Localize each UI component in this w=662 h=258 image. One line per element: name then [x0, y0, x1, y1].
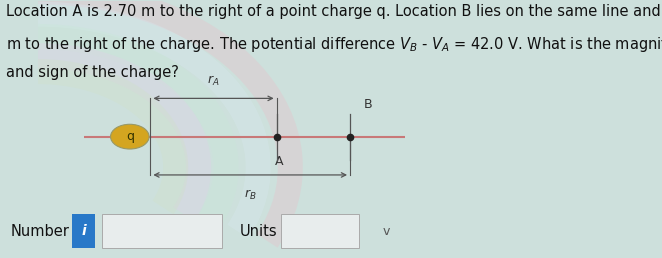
FancyBboxPatch shape — [103, 214, 222, 248]
Text: Units: Units — [240, 224, 277, 239]
Text: A: A — [275, 155, 283, 167]
Text: $r_B$: $r_B$ — [244, 188, 256, 202]
Text: q: q — [126, 130, 134, 143]
FancyBboxPatch shape — [281, 214, 359, 248]
Text: i: i — [81, 224, 86, 238]
Text: m to the right of the charge. The potential difference $V_B$ - $V_A$ = 42.0 V. W: m to the right of the charge. The potent… — [6, 35, 662, 54]
Text: B: B — [364, 98, 373, 111]
Text: and sign of the charge?: and sign of the charge? — [6, 65, 179, 80]
Text: $r_A$: $r_A$ — [207, 74, 220, 88]
Ellipse shape — [111, 124, 149, 149]
Text: Location A is 2.70 m to the right of a point charge q. Location B lies on the sa: Location A is 2.70 m to the right of a p… — [6, 4, 662, 19]
Text: Number: Number — [11, 224, 70, 239]
FancyBboxPatch shape — [72, 214, 95, 248]
Text: v: v — [383, 224, 391, 238]
